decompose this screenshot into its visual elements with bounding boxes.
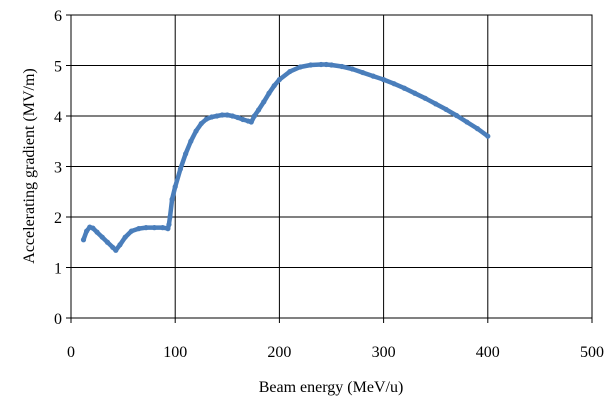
- y-tick-label: 4: [54, 109, 62, 126]
- x-tick-label: 100: [163, 344, 187, 361]
- data-point: [240, 116, 246, 123]
- data-point: [474, 126, 480, 132]
- x-tick-label: 500: [580, 344, 604, 361]
- data-point: [143, 225, 149, 231]
- data-point: [323, 61, 329, 68]
- data-point: [84, 228, 90, 234]
- data-point: [214, 113, 220, 119]
- data-point: [188, 138, 194, 144]
- data-point: [198, 120, 204, 127]
- data-point: [266, 90, 272, 96]
- x-tick-label: 300: [372, 344, 396, 361]
- data-point: [169, 196, 175, 202]
- data-point: [113, 247, 119, 253]
- data-point: [255, 107, 262, 113]
- grid-layer: [70, 14, 593, 319]
- y-axis-title: Accelerating gradient (MV/m): [21, 68, 38, 263]
- data-point: [166, 221, 172, 228]
- data-point: [117, 242, 123, 248]
- data-point: [401, 85, 408, 91]
- data-point: [261, 99, 267, 105]
- y-tick-label: 1: [54, 261, 62, 278]
- y-tick-label: 3: [54, 160, 62, 177]
- data-point: [287, 68, 293, 75]
- data-point: [381, 77, 387, 83]
- data-point: [219, 112, 225, 118]
- data-point: [224, 112, 230, 118]
- x-axis-title: Beam energy (MeV/u): [259, 379, 404, 396]
- x-tick-label: 400: [476, 344, 500, 361]
- data-point: [349, 66, 355, 72]
- y-tick-label: 0: [54, 311, 62, 328]
- data-point: [308, 62, 314, 68]
- data-point: [80, 237, 87, 243]
- label-layer: Beam energy (MeV/u) Accelerating gradien…: [21, 8, 604, 396]
- data-point: [193, 128, 199, 134]
- data-point: [99, 234, 105, 240]
- frame-layer: [66, 14, 593, 323]
- data-point: [464, 119, 470, 125]
- data-point: [433, 101, 439, 107]
- data-point: [122, 234, 128, 240]
- data-point: [177, 166, 184, 172]
- data-point: [160, 225, 166, 231]
- data-point: [167, 214, 173, 220]
- data-point: [151, 225, 157, 231]
- y-tick-label: 5: [54, 59, 62, 76]
- data-point: [229, 113, 236, 119]
- data-point: [165, 226, 171, 232]
- data-point: [183, 151, 189, 157]
- data-point: [443, 106, 449, 113]
- data-point: [453, 112, 460, 119]
- data-point: [248, 119, 254, 125]
- data-point: [360, 69, 366, 76]
- data-point: [422, 95, 428, 101]
- data-point: [128, 228, 135, 234]
- series-line: [81, 62, 491, 253]
- y-tick-label: 2: [54, 210, 62, 227]
- data-point: [136, 226, 142, 232]
- data-point: [276, 77, 282, 83]
- data-point: [339, 63, 345, 70]
- data-point: [328, 62, 335, 68]
- data-point: [485, 133, 491, 139]
- data-point: [318, 61, 324, 68]
- y-tick-label: 6: [54, 8, 62, 25]
- data-point: [172, 184, 178, 190]
- data-point: [391, 81, 397, 87]
- data-point: [412, 90, 418, 96]
- x-tick-label: 200: [267, 344, 291, 361]
- data-point: [209, 114, 215, 120]
- data-point: [251, 113, 257, 119]
- data-point: [90, 225, 96, 231]
- data-point: [235, 114, 241, 121]
- data-point: [297, 64, 303, 70]
- data-point: [104, 239, 111, 245]
- data-point: [94, 229, 100, 235]
- data-layer: [80, 61, 491, 253]
- data-point: [271, 83, 277, 89]
- data-point: [370, 73, 376, 79]
- data-point: [203, 116, 210, 122]
- x-tick-label: 0: [67, 344, 75, 361]
